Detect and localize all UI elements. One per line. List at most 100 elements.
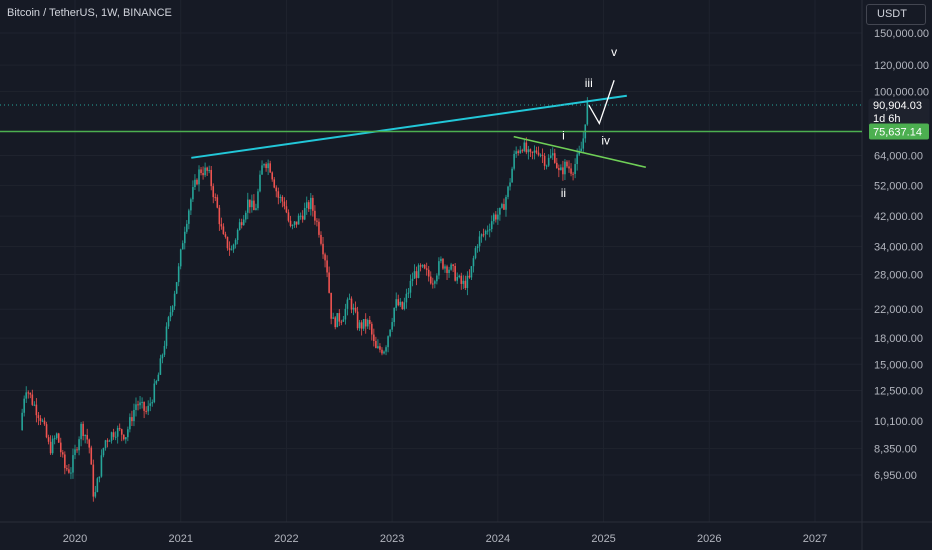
candle <box>157 372 160 382</box>
candle <box>116 425 119 444</box>
candle <box>553 148 556 164</box>
candle <box>547 154 550 167</box>
candle <box>171 305 174 316</box>
candle <box>462 275 465 290</box>
candle <box>566 160 568 169</box>
candle <box>289 215 292 228</box>
candle <box>523 139 526 153</box>
candle <box>208 165 210 174</box>
candle <box>429 271 432 285</box>
candle <box>159 354 162 376</box>
candle <box>177 263 180 287</box>
candle <box>72 448 74 479</box>
candle <box>342 315 345 322</box>
candle <box>226 236 229 251</box>
candle <box>533 145 536 160</box>
candle <box>350 296 353 314</box>
candle <box>564 159 566 181</box>
candles <box>21 97 589 502</box>
current-price-value: 90,904.03 <box>873 100 922 112</box>
candle <box>480 233 483 243</box>
currency-button[interactable]: USDT <box>866 4 926 25</box>
candle <box>122 434 125 441</box>
candle <box>39 415 42 425</box>
candle <box>287 209 290 223</box>
grid <box>0 0 862 522</box>
candle <box>129 413 131 433</box>
price-tick-label: 22,000.00 <box>874 304 923 316</box>
candle <box>468 269 471 279</box>
candle <box>108 439 111 442</box>
candle <box>242 215 245 226</box>
time-axis[interactable]: 2020 2021 2022 2023 2024 2025 2026 2027 <box>63 533 827 545</box>
wave-label: iii <box>585 76 593 90</box>
candle <box>305 196 308 215</box>
candle <box>519 145 522 154</box>
candle <box>397 294 400 307</box>
candle <box>62 449 64 458</box>
candle <box>135 397 137 417</box>
candle <box>155 379 158 385</box>
candle <box>574 158 576 179</box>
candle <box>385 345 387 356</box>
candle <box>322 236 324 259</box>
elliott-wave-path[interactable] <box>588 80 615 126</box>
candle <box>326 255 328 278</box>
price-tick-label: 10,100.00 <box>874 416 923 428</box>
candle <box>539 153 542 158</box>
wave-label: ii <box>561 186 566 200</box>
candle <box>411 272 414 287</box>
candle <box>531 151 534 160</box>
candle <box>214 193 217 202</box>
candle <box>332 312 334 319</box>
candle <box>509 178 511 191</box>
candle <box>104 439 107 451</box>
candle <box>324 252 326 268</box>
candle <box>90 445 93 465</box>
candle <box>513 150 515 171</box>
candle <box>444 264 446 273</box>
candle <box>51 435 54 455</box>
candle <box>352 303 355 316</box>
candle <box>303 202 306 221</box>
candle <box>169 305 172 322</box>
candle <box>297 213 300 225</box>
candle <box>421 264 424 269</box>
candle <box>362 319 365 332</box>
candle <box>66 464 68 472</box>
candle <box>153 378 156 404</box>
upper-trendline[interactable] <box>191 94 627 159</box>
candle <box>511 166 513 183</box>
candle <box>393 307 395 327</box>
candle <box>338 309 341 327</box>
candle <box>100 449 103 478</box>
candle <box>358 319 361 332</box>
candle <box>236 228 239 245</box>
candle <box>293 221 296 228</box>
candle <box>568 160 570 173</box>
price-axis[interactable]: 150,000.00 120,000.00 100,000.00 64,000.00 5… <box>874 28 929 482</box>
candle <box>562 160 564 181</box>
candle <box>224 231 227 239</box>
candle <box>356 306 359 331</box>
candle <box>137 400 139 411</box>
price-tick-label: 34,000.00 <box>874 242 923 254</box>
candle <box>265 162 267 172</box>
candle <box>92 459 95 502</box>
candle <box>434 279 436 289</box>
candle <box>102 447 105 458</box>
candle <box>29 392 32 399</box>
candle <box>558 164 560 178</box>
candle <box>41 418 44 423</box>
candle <box>578 145 580 157</box>
candle <box>432 277 434 289</box>
price-tick-label: 64,000.00 <box>874 151 923 163</box>
price-tick-label: 120,000.00 <box>874 60 929 72</box>
candle <box>541 148 544 164</box>
lower-trendline[interactable] <box>513 135 647 169</box>
candle <box>202 166 204 180</box>
candle <box>82 421 84 441</box>
candle <box>192 180 194 203</box>
candle <box>488 223 491 238</box>
